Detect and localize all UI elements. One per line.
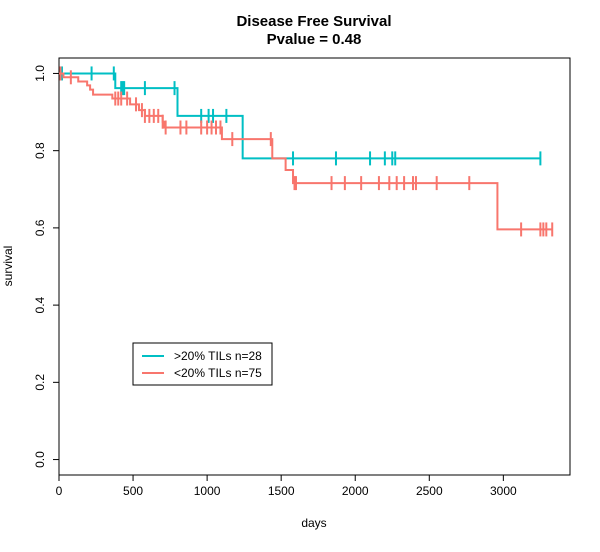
x-axis-label: days bbox=[301, 516, 326, 530]
series-group bbox=[59, 66, 542, 166]
legend: >20% TILs n=28 <20% TILs n=75 bbox=[132, 342, 273, 386]
axes: 0 500 1000 1500 2000 2500 3000 0.0 0.2 0.4 0.6 0.8 1… bbox=[33, 57, 571, 498]
survival-line bbox=[59, 72, 553, 231]
x-tick-label: 2500 bbox=[416, 484, 443, 498]
series-layer bbox=[59, 66, 554, 237]
y-tick-label: 0.6 bbox=[33, 219, 47, 236]
chart-subtitle: Pvalue = 0.48 bbox=[267, 31, 362, 48]
x-tick-label: 1500 bbox=[268, 484, 295, 498]
x-tick-label: 1000 bbox=[194, 484, 221, 498]
legend-label: >20% TILs n=28 bbox=[174, 349, 262, 363]
y-tick-label: 0.2 bbox=[33, 374, 47, 391]
legend-label: <20% TILs n=75 bbox=[174, 366, 262, 380]
y-tick-label: 0.4 bbox=[33, 296, 47, 313]
legend-box bbox=[132, 342, 273, 386]
y-axis-label: survival bbox=[1, 246, 15, 287]
y-tick-label: 1.0 bbox=[33, 65, 47, 82]
survival-line bbox=[59, 72, 541, 160]
x-tick-label: 500 bbox=[123, 484, 143, 498]
chart-title: Disease Free Survival bbox=[236, 13, 391, 30]
x-tick-label: 3000 bbox=[490, 484, 517, 498]
series-group bbox=[59, 66, 554, 237]
plot-frame bbox=[58, 57, 571, 476]
y-tick-label: 0.0 bbox=[33, 451, 47, 468]
x-tick-label: 2000 bbox=[342, 484, 369, 498]
x-tick-label: 0 bbox=[56, 484, 63, 498]
y-tick-label: 0.8 bbox=[33, 142, 47, 159]
